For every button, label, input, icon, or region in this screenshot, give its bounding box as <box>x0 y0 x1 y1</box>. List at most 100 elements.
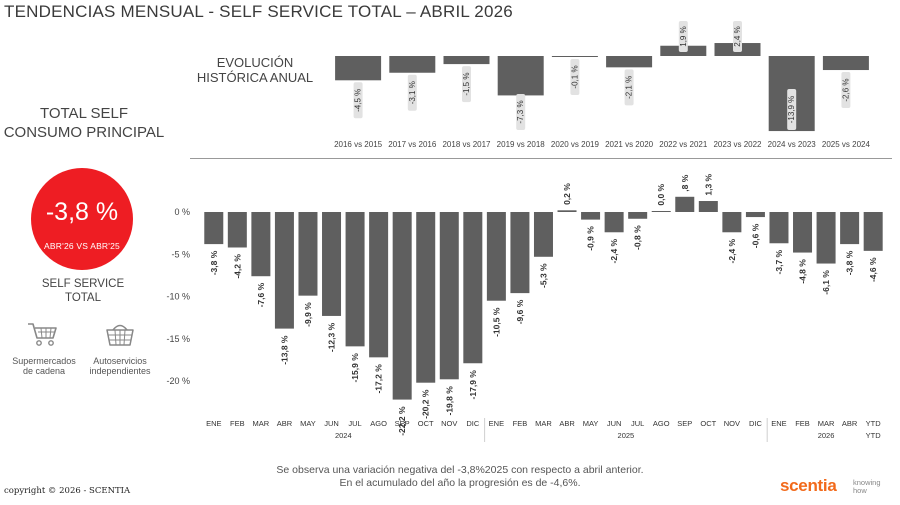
annual-label-bg <box>462 66 471 103</box>
left-heading: TOTAL SELF CONSUMO PRINCIPAL <box>0 104 168 142</box>
x-tick-label: MAR <box>253 419 270 428</box>
x-tick-label: MAY <box>583 419 599 428</box>
annual-title-line1: EVOLUCIÓN <box>216 55 294 70</box>
monthly-value-label: -0,6 % <box>750 223 760 248</box>
x-tick-label: ENE <box>206 419 221 428</box>
annual-value-label: 2,4 % <box>733 26 742 46</box>
monthly-value-label: -0,9 % <box>586 226 596 251</box>
annual-category-label: 2022 vs 2021 <box>659 140 708 149</box>
kpi-label: SELF SERVICE TOTAL <box>20 277 146 305</box>
x-tick-label: ABR <box>559 419 575 428</box>
annual-category-label: 2025 vs 2024 <box>822 140 871 149</box>
monthly-value-label: -22,2 % <box>397 406 407 436</box>
annual-title-line2: HISTÓRICA ANUAL <box>196 70 314 85</box>
shopping-basket-icon <box>104 320 136 353</box>
annual-label-bg <box>516 94 526 130</box>
monthly-bar <box>745 212 765 218</box>
annual-value-label: -3,1 % <box>408 81 417 104</box>
monthly-bar <box>416 212 436 383</box>
x-tick-label: JUN <box>324 419 339 428</box>
x-tick-label: NOV <box>441 419 457 428</box>
annual-label-bg <box>678 21 688 52</box>
annual-label-bg <box>624 69 634 106</box>
x-tick-label: DIC <box>466 419 480 428</box>
monthly-bar <box>510 212 530 294</box>
annual-bar <box>606 56 653 68</box>
kpi-value: -3,8 % <box>45 198 119 226</box>
monthly-bar <box>698 201 718 212</box>
monthly-value-label: -6,1 % <box>821 270 831 295</box>
annual-category-label: 2018 vs 2017 <box>442 140 491 149</box>
annual-label-bg <box>570 59 580 95</box>
monthly-bar <box>204 212 224 245</box>
left-heading-line1: TOTAL SELF <box>39 105 129 122</box>
x-tick-label: NOV <box>724 419 740 428</box>
kpi-circle: -3,8 % ABR'26 VS ABR'25 <box>31 168 133 270</box>
monthly-value-label: -3,7 % <box>774 249 784 274</box>
annual-value-label: -2,1 % <box>625 76 634 99</box>
brand-logo: scentia <box>780 476 837 495</box>
tagline-line2: how <box>853 486 867 495</box>
cart-icon-label: Supermercados de cadena <box>2 356 86 376</box>
x-group-label: 2024 <box>335 431 352 440</box>
shopping-cart-icon <box>26 320 60 353</box>
x-tick-label: FEB <box>230 419 245 428</box>
x-tick-label: SEP <box>395 419 410 428</box>
x-tick-label: ABR <box>842 419 858 428</box>
basket-label-line1: Autoservicios <box>93 356 147 366</box>
footer-note-line2: En el acumulado del año la progresión es… <box>339 477 581 489</box>
annual-category-label: 2020 vs 2019 <box>551 140 600 149</box>
y-tick-label: 0 % <box>174 207 190 217</box>
monthly-value-label: -9,6 % <box>515 299 525 324</box>
monthly-value-label: -0,8 % <box>633 225 643 250</box>
annual-value-label: -7,3 % <box>516 100 525 123</box>
annual-value-label: -4,5 % <box>354 89 363 112</box>
x-group-label: 2025 <box>618 431 635 440</box>
x-tick-label: ENE <box>771 419 786 428</box>
x-tick-label: MAR <box>535 419 552 428</box>
monthly-value-label: -17,2 % <box>374 364 384 394</box>
annual-bar <box>443 56 490 65</box>
annual-value-label: -1,5 % <box>462 73 471 96</box>
monthly-value-label: -15,9 % <box>350 353 360 383</box>
monthly-value-label: -2,4 % <box>609 238 619 263</box>
monthly-chart: 0 % -5 % -10 % -15 % -20 % -3,8 % ENE -4,2 % FEB… <box>166 173 883 442</box>
annual-chart-title: EVOLUCIÓN HISTÓRICA ANUAL <box>180 55 330 85</box>
x-tick-label: FEB <box>513 419 528 428</box>
y-tick-label: -5 % <box>171 249 190 259</box>
monthly-value-label: 1,3 % <box>703 173 713 195</box>
x-tick-label: DIC <box>749 419 763 428</box>
monthly-bar <box>816 212 836 264</box>
annual-bar <box>497 56 544 96</box>
annual-label-bg <box>841 72 851 109</box>
kpi-label-line1: SELF SERVICE <box>41 278 125 290</box>
x-group-label: 2026 <box>818 431 835 440</box>
footer-note: Se observa una variación negativa del -3… <box>200 464 720 490</box>
annual-bar <box>389 56 436 73</box>
basket-icon-label: Autoservicios independientes <box>78 356 162 376</box>
x-tick-label: SEP <box>677 419 692 428</box>
annual-bar <box>551 56 598 57</box>
monthly-bar <box>675 196 695 212</box>
monthly-value-label: -9,9 % <box>303 302 313 327</box>
annual-bar <box>335 56 382 81</box>
monthly-value-label: -10,5 % <box>491 307 501 337</box>
monthly-value-label: -12,3 % <box>327 322 337 352</box>
monthly-value-label: -19,8 % <box>444 386 454 416</box>
monthly-bar <box>251 212 271 277</box>
monthly-bar <box>345 212 365 347</box>
monthly-bar <box>322 212 342 316</box>
monthly-bar <box>439 212 459 380</box>
annual-category-label: 2017 vs 2016 <box>388 140 437 149</box>
x-tick-sublabel: YTD <box>866 431 882 440</box>
monthly-value-label: -3,8 % <box>209 250 219 275</box>
x-tick-label: MAY <box>300 419 316 428</box>
monthly-value-label: 0,2 % <box>562 183 572 205</box>
monthly-value-label: -4,6 % <box>868 257 878 282</box>
tagline-line1: knowing <box>853 478 881 487</box>
monthly-bar <box>581 212 601 220</box>
x-tick-label: FEB <box>795 419 810 428</box>
monthly-value-label: -13,8 % <box>279 335 289 365</box>
monthly-bar <box>486 212 506 301</box>
monthly-value-label: ,8 % <box>680 174 690 191</box>
